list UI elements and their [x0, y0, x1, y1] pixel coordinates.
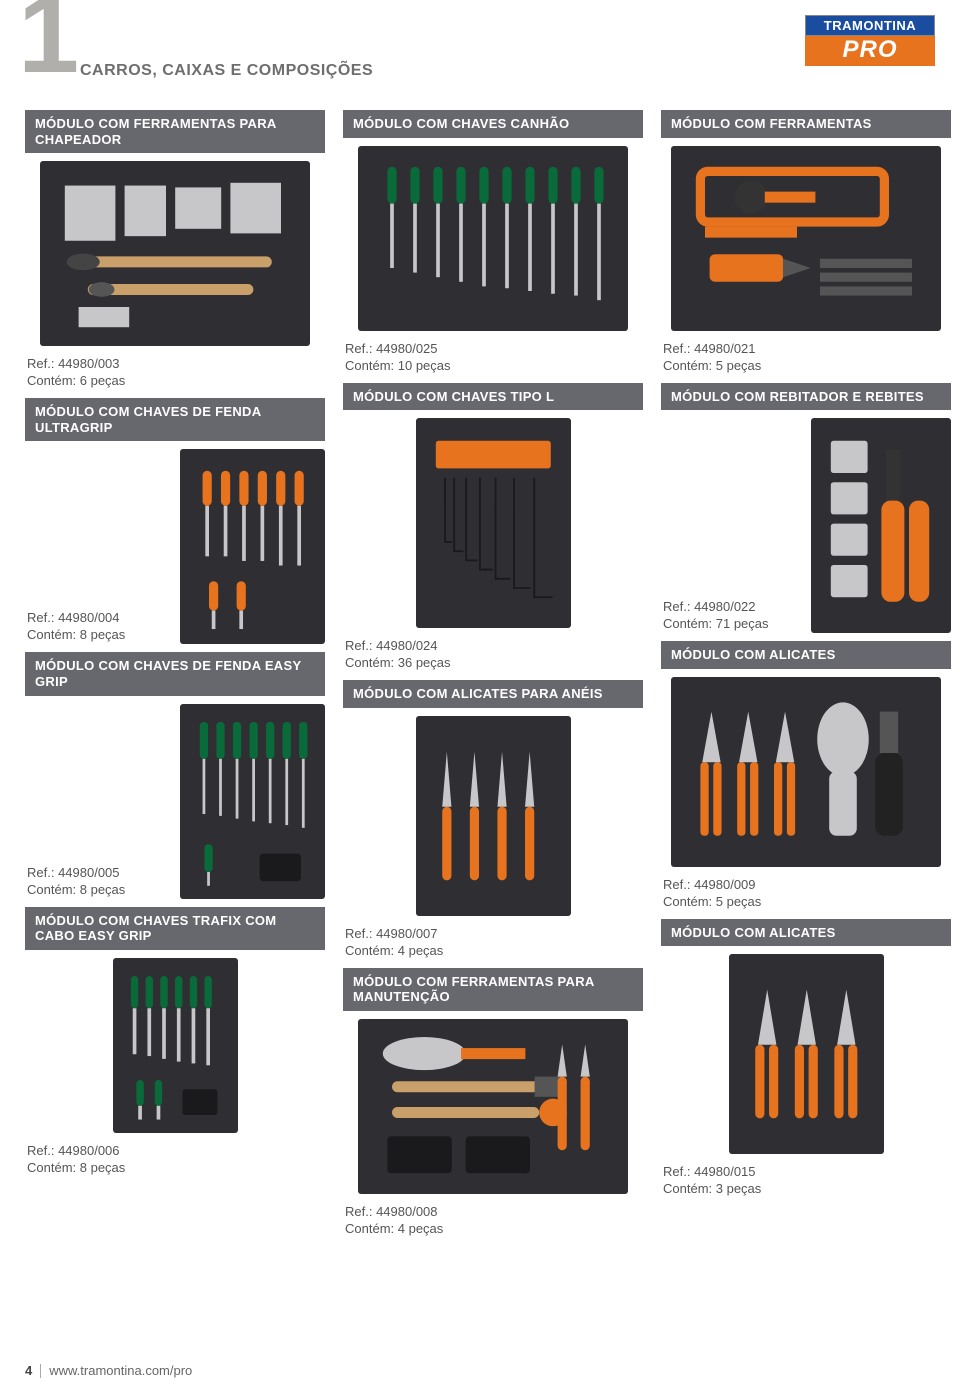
section-number: 1 [18, 0, 79, 90]
tool-tray-icon [682, 684, 930, 859]
tool-tray-icon [369, 1026, 617, 1187]
tool-tray-icon [422, 724, 565, 908]
product-ref: Ref.: 44980/004 [27, 610, 172, 625]
product-contains: Contém: 5 peças [663, 358, 951, 373]
product-label: MÓDULO COM CHAVES DE FENDA EASY GRIP [25, 652, 325, 695]
brand-logo-bottom: PRO [805, 36, 935, 66]
tool-tray-icon [186, 457, 319, 636]
product-image [671, 677, 941, 867]
product-image [180, 704, 325, 899]
product-label: MÓDULO COM CHAVES DE FENDA ULTRAGRIP [25, 398, 325, 441]
product-image [113, 958, 238, 1133]
product-ref: Ref.: 44980/007 [345, 926, 643, 941]
brand-logo-top: TRAMONTINA [805, 15, 935, 36]
brand-logo: TRAMONTINA PRO [805, 15, 935, 66]
product-contains: Contém: 36 peças [345, 655, 643, 670]
product-ref: Ref.: 44980/003 [27, 356, 325, 371]
product-contains: Contém: 5 peças [663, 894, 951, 909]
product-ref: Ref.: 44980/015 [663, 1164, 951, 1179]
tool-tray-icon [118, 965, 233, 1126]
product-image [811, 418, 951, 633]
tool-tray-icon [682, 153, 930, 323]
product-label: MÓDULO COM CHAVES TIPO L [343, 383, 643, 411]
product-image [40, 161, 310, 346]
product-ref: Ref.: 44980/008 [345, 1204, 643, 1219]
product-image [358, 1019, 628, 1194]
grid-col-2: MÓDULO COM CHAVES CANHÃO Ref.: 44980/025… [343, 110, 643, 1246]
product-ref: Ref.: 44980/021 [663, 341, 951, 356]
tool-tray-icon [369, 153, 617, 323]
product-image [416, 716, 571, 916]
product-grid: MÓDULO COM FERRAMENTAS PARA CHAPEADOR Re… [25, 110, 935, 1246]
footer-url: www.tramontina.com/pro [49, 1363, 192, 1378]
product-contains: Contém: 3 peças [663, 1181, 951, 1196]
product-label: MÓDULO COM FERRAMENTAS [661, 110, 951, 138]
product-label: MÓDULO COM CHAVES TRAFIX COM CABO EASY G… [25, 907, 325, 950]
tool-tray-icon [422, 427, 565, 620]
product-contains: Contém: 71 peças [663, 616, 803, 631]
product-label: MÓDULO COM FERRAMENTAS PARA CHAPEADOR [25, 110, 325, 153]
product-label: MÓDULO COM ALICATES PARA ANÉIS [343, 680, 643, 708]
product-ref: Ref.: 44980/009 [663, 877, 951, 892]
product-ref: Ref.: 44980/006 [27, 1143, 325, 1158]
footer-separator [40, 1364, 41, 1378]
product-contains: Contém: 8 peças [27, 1160, 325, 1175]
tool-tray-icon [186, 711, 319, 890]
product-ref: Ref.: 44980/022 [663, 599, 803, 614]
product-image [180, 449, 325, 644]
product-contains: Contém: 8 peças [27, 627, 172, 642]
product-image [358, 146, 628, 331]
page-footer: 4 www.tramontina.com/pro [25, 1363, 192, 1378]
product-contains: Contém: 4 peças [345, 943, 643, 958]
product-contains: Contém: 6 peças [27, 373, 325, 388]
product-label: MÓDULO COM REBITADOR E REBITES [661, 383, 951, 411]
product-ref: Ref.: 44980/005 [27, 865, 172, 880]
product-image [729, 954, 884, 1154]
product-ref: Ref.: 44980/024 [345, 638, 643, 653]
product-image [416, 418, 571, 628]
product-label: MÓDULO COM ALICATES [661, 641, 951, 669]
product-image [671, 146, 941, 331]
tool-tray-icon [735, 962, 878, 1146]
product-contains: Contém: 10 peças [345, 358, 643, 373]
tool-tray-icon [817, 427, 946, 625]
grid-col-1: MÓDULO COM FERRAMENTAS PARA CHAPEADOR Re… [25, 110, 325, 1246]
grid-col-3: MÓDULO COM FERRAMENTAS Ref.: 44980/021 C… [661, 110, 951, 1246]
product-contains: Contém: 8 peças [27, 882, 172, 897]
product-label: MÓDULO COM CHAVES CANHÃO [343, 110, 643, 138]
product-label: MÓDULO COM ALICATES [661, 919, 951, 947]
footer-page-number: 4 [25, 1363, 32, 1378]
tool-tray-icon [51, 169, 299, 339]
product-label: MÓDULO COM FERRAMENTAS PARA MANUTENÇÃO [343, 968, 643, 1011]
product-ref: Ref.: 44980/025 [345, 341, 643, 356]
product-contains: Contém: 4 peças [345, 1221, 643, 1236]
